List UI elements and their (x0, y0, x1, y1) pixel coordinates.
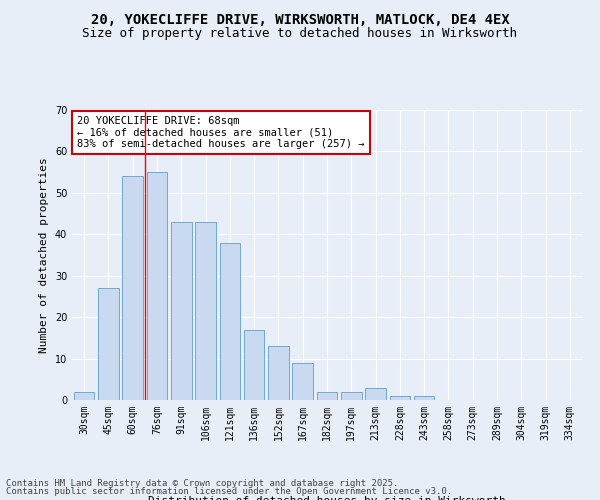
Text: 20 YOKECLIFFE DRIVE: 68sqm
← 16% of detached houses are smaller (51)
83% of semi: 20 YOKECLIFFE DRIVE: 68sqm ← 16% of deta… (77, 116, 365, 149)
Bar (98, 288, 119, 400)
Bar (414, 396, 434, 400)
Bar (365, 388, 386, 400)
Bar (74, 392, 94, 400)
Text: Contains public sector information licensed under the Open Government Licence v3: Contains public sector information licen… (6, 487, 452, 496)
Bar (220, 242, 240, 400)
Bar (122, 176, 143, 400)
Bar (244, 330, 265, 400)
Bar (317, 392, 337, 400)
Text: 20, YOKECLIFFE DRIVE, WIRKSWORTH, MATLOCK, DE4 4EX: 20, YOKECLIFFE DRIVE, WIRKSWORTH, MATLOC… (91, 12, 509, 26)
Bar (146, 172, 167, 400)
Bar (292, 362, 313, 400)
Y-axis label: Number of detached properties: Number of detached properties (39, 157, 49, 353)
Bar (171, 222, 191, 400)
Bar (389, 396, 410, 400)
Bar (268, 346, 289, 400)
Bar (341, 392, 362, 400)
Text: Contains HM Land Registry data © Crown copyright and database right 2025.: Contains HM Land Registry data © Crown c… (6, 478, 398, 488)
Bar (195, 222, 216, 400)
X-axis label: Distribution of detached houses by size in Wirksworth: Distribution of detached houses by size … (148, 496, 506, 500)
Text: Size of property relative to detached houses in Wirksworth: Size of property relative to detached ho… (83, 28, 517, 40)
